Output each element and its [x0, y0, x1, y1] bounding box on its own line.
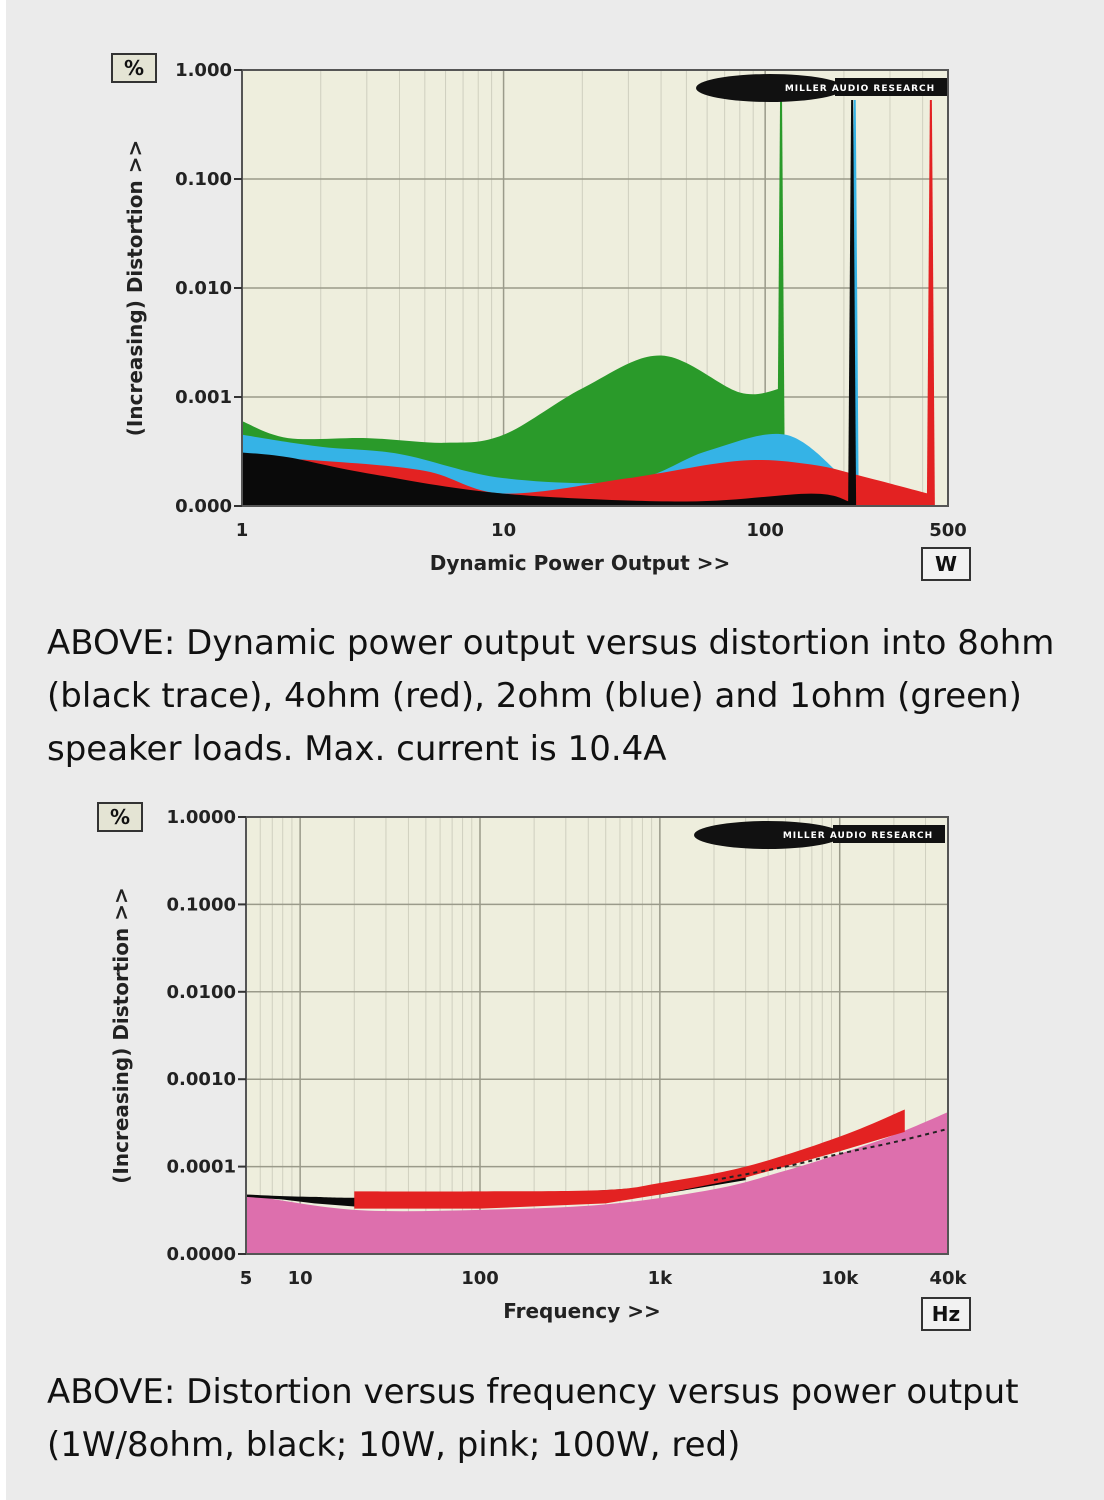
- x-tick-label: 10: [288, 1268, 313, 1289]
- logo-bar: [833, 825, 945, 843]
- x-tick-label: 100: [746, 520, 784, 541]
- y-tick-label: 0.0100: [167, 982, 236, 1003]
- y-tick-label: 0.001: [175, 387, 232, 408]
- x-tick-label: 1: [236, 520, 249, 541]
- y-tick-label: 1.000: [175, 60, 232, 81]
- y-unit-label: %: [110, 805, 130, 829]
- x-tick-label: 1k: [648, 1268, 674, 1289]
- x-tick-label: 100: [461, 1268, 499, 1289]
- y-tick-label: 0.100: [175, 169, 232, 190]
- y-tick-label: 0.0010: [167, 1069, 236, 1090]
- y-tick-label: 0.000: [175, 496, 232, 517]
- y-tick-label: 0.1000: [167, 894, 236, 915]
- caption-frequency-chart: ABOVE: Distortion versus frequency versu…: [47, 1372, 1019, 1465]
- y-tick-label: 0.0000: [167, 1244, 236, 1265]
- series-area-2: [354, 1109, 905, 1209]
- left-white-edge: [0, 0, 6, 1500]
- x-axis-label: Dynamic Power Output >>: [430, 551, 731, 575]
- miller-audio-research-logo: MILLER AUDIO RESEARCH: [694, 821, 945, 849]
- y-axis-label: (Increasing) Distortion >>: [109, 887, 133, 1183]
- logo-text: MILLER AUDIO RESEARCH: [785, 84, 935, 94]
- y-unit-label: %: [124, 56, 144, 80]
- x-unit-box: [921, 1297, 971, 1331]
- series-area-3: [242, 452, 850, 506]
- dashed-trace: [713, 1127, 949, 1182]
- series-spike-0: [777, 100, 786, 506]
- caption-power-chart: ABOVE: Dynamic power output versus disto…: [47, 623, 1055, 769]
- logo-ellipse: [694, 821, 842, 849]
- series-spike-2: [926, 100, 935, 506]
- x-tick-label: 40k: [929, 1268, 967, 1289]
- x-tick-label: 5: [240, 1268, 253, 1289]
- y-unit-box: [111, 53, 157, 83]
- logo-ellipse: [696, 74, 844, 102]
- plot-frame: [245, 816, 949, 1255]
- x-axis-label: Frequency >>: [503, 1299, 661, 1323]
- y-unit-box: [97, 802, 143, 832]
- grid-minor: [259, 817, 927, 1254]
- distortion-vs-power-chart: 1.000 0.100 0.010 0.001 0.0001 10 100 500 Dynami…: [111, 53, 971, 581]
- x-tick-label: 10: [491, 520, 516, 541]
- y-axis-label: (Increasing) Distortion >>: [123, 140, 147, 436]
- logo-text: MILLER AUDIO RESEARCH: [783, 831, 933, 841]
- x-tick-label: 500: [929, 520, 967, 541]
- x-unit-label: Hz: [932, 1302, 960, 1326]
- x-tick-label: 10k: [821, 1268, 859, 1289]
- miller-audio-research-logo: MILLER AUDIO RESEARCH: [696, 74, 947, 102]
- y-tick-label: 1.0000: [167, 807, 236, 828]
- series-area-0: [246, 1112, 948, 1254]
- y-tick-label: 0.0001: [167, 1157, 236, 1178]
- x-unit-box: [921, 547, 971, 581]
- x-unit-label: W: [935, 552, 957, 576]
- y-tick-label: 0.010: [175, 278, 232, 299]
- logo-bar: [835, 78, 947, 96]
- series-spike-3: [848, 100, 857, 506]
